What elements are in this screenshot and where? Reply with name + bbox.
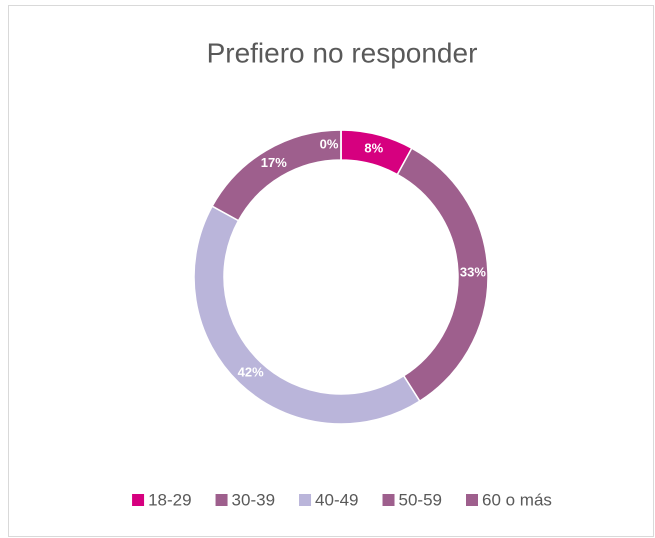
legend-label: 30-39 bbox=[232, 490, 275, 509]
legend-swatch bbox=[215, 494, 228, 506]
data-label: 8% bbox=[364, 141, 383, 156]
data-label: 42% bbox=[238, 365, 264, 380]
legend-label: 40-49 bbox=[315, 490, 358, 509]
legend-label: 50-59 bbox=[399, 490, 442, 509]
data-label: 0% bbox=[320, 136, 339, 151]
legend-swatch bbox=[466, 494, 478, 506]
data-label: 17% bbox=[261, 155, 287, 170]
chart-border bbox=[8, 5, 654, 537]
legend-label: 60 o más bbox=[482, 490, 552, 509]
legend-swatch bbox=[382, 494, 395, 506]
legend-swatch bbox=[299, 494, 312, 506]
legend-label: 18-29 bbox=[148, 490, 191, 509]
data-label: 33% bbox=[460, 264, 486, 279]
legend-swatch bbox=[132, 494, 145, 506]
chart-title: Prefiero no responder bbox=[207, 37, 478, 68]
